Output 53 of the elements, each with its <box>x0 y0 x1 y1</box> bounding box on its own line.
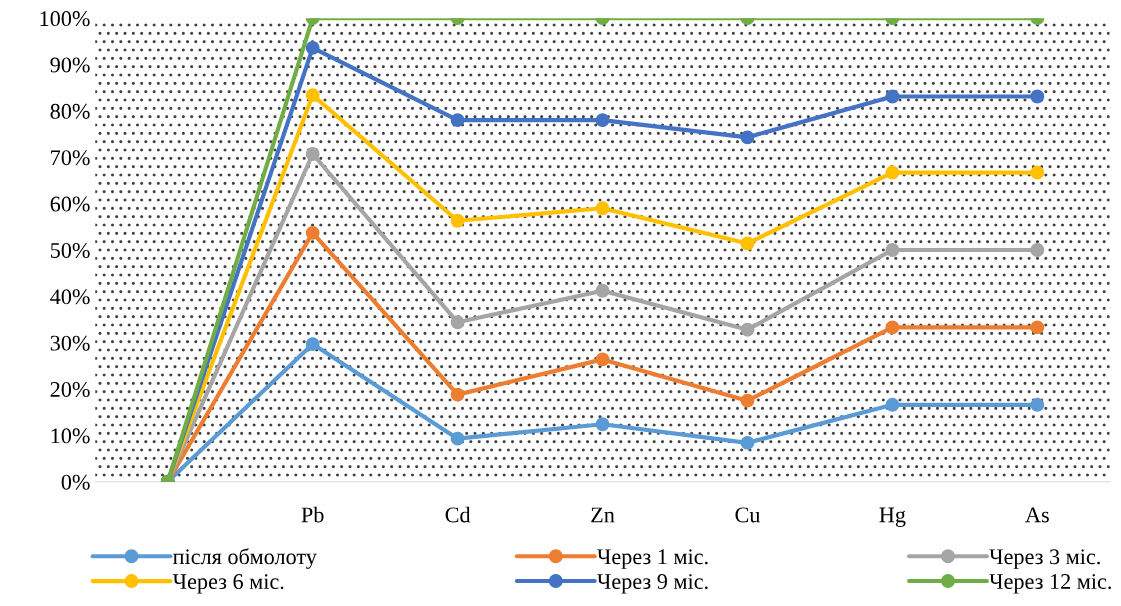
x-tick-label: Cu <box>735 507 761 523</box>
legend-label: після обмолоту <box>173 548 317 569</box>
point <box>450 387 465 402</box>
point <box>1030 165 1045 180</box>
x-tick-label: Pb <box>301 506 324 523</box>
y-tick-label: 100% <box>40 11 90 27</box>
y-tick-label: 50% <box>50 242 90 258</box>
point <box>450 315 465 330</box>
point <box>740 393 755 408</box>
point <box>885 320 900 335</box>
point <box>1030 243 1045 257</box>
point <box>595 201 610 216</box>
point <box>595 417 610 432</box>
point <box>1030 320 1045 335</box>
x-tick-label: Cd <box>445 506 471 523</box>
point <box>740 236 755 251</box>
y-tick-label: 70% <box>51 150 90 166</box>
x-tick-label: Zn <box>591 507 615 523</box>
legend-label: Через 3 міс. <box>989 549 1100 569</box>
point <box>450 113 465 128</box>
point <box>450 431 465 446</box>
y-tick-label: 0% <box>61 474 90 490</box>
point <box>595 283 610 298</box>
point <box>740 130 755 145</box>
point <box>305 225 320 240</box>
point <box>595 352 610 367</box>
point <box>885 243 900 257</box>
point <box>1030 397 1045 412</box>
point <box>885 397 900 412</box>
legend-label: Через 6 міс. <box>172 574 284 594</box>
legend-label: Через 1 міс. <box>597 549 708 569</box>
point <box>450 213 465 228</box>
x-tick-label: Hg <box>879 507 906 527</box>
point <box>740 322 755 337</box>
y-tick-label: 60% <box>50 196 90 212</box>
point <box>305 40 320 55</box>
point <box>885 89 900 104</box>
point <box>305 88 320 103</box>
y-tick-label: 80% <box>50 103 90 119</box>
x-tick-label: As <box>1025 507 1049 523</box>
y-tick-label: 10% <box>51 428 90 444</box>
point <box>1030 89 1045 104</box>
y-tick-label: 30% <box>50 335 90 351</box>
point <box>885 165 900 180</box>
y-tick-label: 90% <box>50 57 90 73</box>
legend-label: Через 12 міс. <box>989 574 1111 594</box>
y-tick-label: 40% <box>50 289 90 305</box>
y-tick-label: 20% <box>50 381 90 398</box>
point <box>595 113 610 128</box>
point <box>740 435 755 450</box>
point <box>305 337 320 352</box>
legend-label: Через 9 міс. <box>597 574 708 594</box>
point <box>305 147 320 161</box>
